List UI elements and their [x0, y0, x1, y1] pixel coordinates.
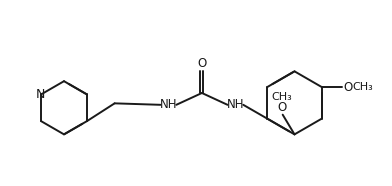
Text: CH₃: CH₃	[271, 92, 292, 102]
Text: N: N	[35, 88, 45, 101]
Text: O: O	[344, 81, 353, 94]
Text: O: O	[277, 101, 286, 114]
Text: NH: NH	[227, 98, 244, 111]
Text: CH₃: CH₃	[353, 82, 374, 92]
Text: NH: NH	[160, 98, 177, 111]
Text: O: O	[197, 57, 207, 70]
